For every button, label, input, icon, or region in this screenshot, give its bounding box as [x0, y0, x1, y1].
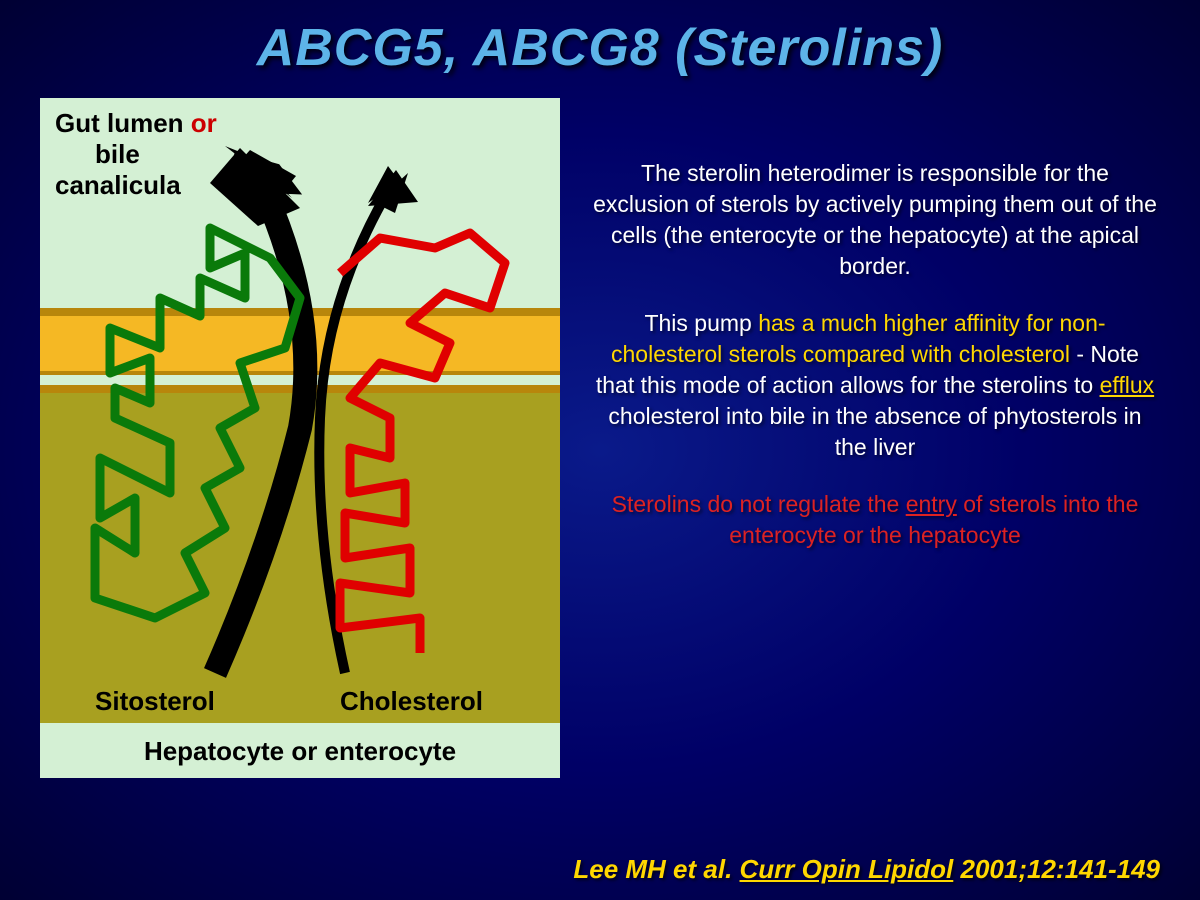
p2-c: cholesterol into bile in the absence of … [608, 403, 1141, 460]
slide-title: ABCG5, ABCG8 (Sterolins) [0, 0, 1200, 78]
content-row: Gut lumen or bile canalicula Sitosterol … [0, 78, 1200, 778]
paragraph-2: This pump has a much higher affinity for… [590, 308, 1160, 463]
p3-a: Sterolins do not regulate the [612, 491, 906, 517]
sitosterol-arrow [215, 193, 305, 673]
citation-journal: Curr Opin Lipidol [740, 854, 954, 884]
lumen-text-3: canalicula [55, 170, 181, 200]
cell-type-label: Hepatocyte or enterocyte [40, 736, 560, 767]
paragraph-3: Sterolins do not regulate the entry of s… [590, 489, 1160, 551]
abcg8-protein [340, 233, 505, 653]
lumen-text-2: bile [95, 139, 140, 169]
lumen-or: or [191, 108, 217, 138]
p2-efflux: efflux [1100, 372, 1155, 398]
chol-tip [368, 170, 418, 206]
citation: Lee MH et al. Curr Opin Lipidol 2001;12:… [573, 854, 1160, 885]
lumen-label: Gut lumen or bile canalicula [55, 108, 217, 202]
description-column: The sterolin heterodimer is responsible … [590, 98, 1160, 778]
p2-a: This pump [644, 310, 758, 336]
cholesterol-label: Cholesterol [340, 686, 483, 717]
membrane-diagram: Gut lumen or bile canalicula Sitosterol … [40, 98, 560, 778]
citation-ref: 2001;12:141-149 [953, 854, 1160, 884]
p3-entry: entry [906, 491, 957, 517]
sitosterol-label: Sitosterol [95, 686, 215, 717]
paragraph-1: The sterolin heterodimer is responsible … [590, 158, 1160, 282]
lumen-text-1: Gut lumen [55, 108, 184, 138]
citation-author: Lee MH et al. [573, 854, 739, 884]
